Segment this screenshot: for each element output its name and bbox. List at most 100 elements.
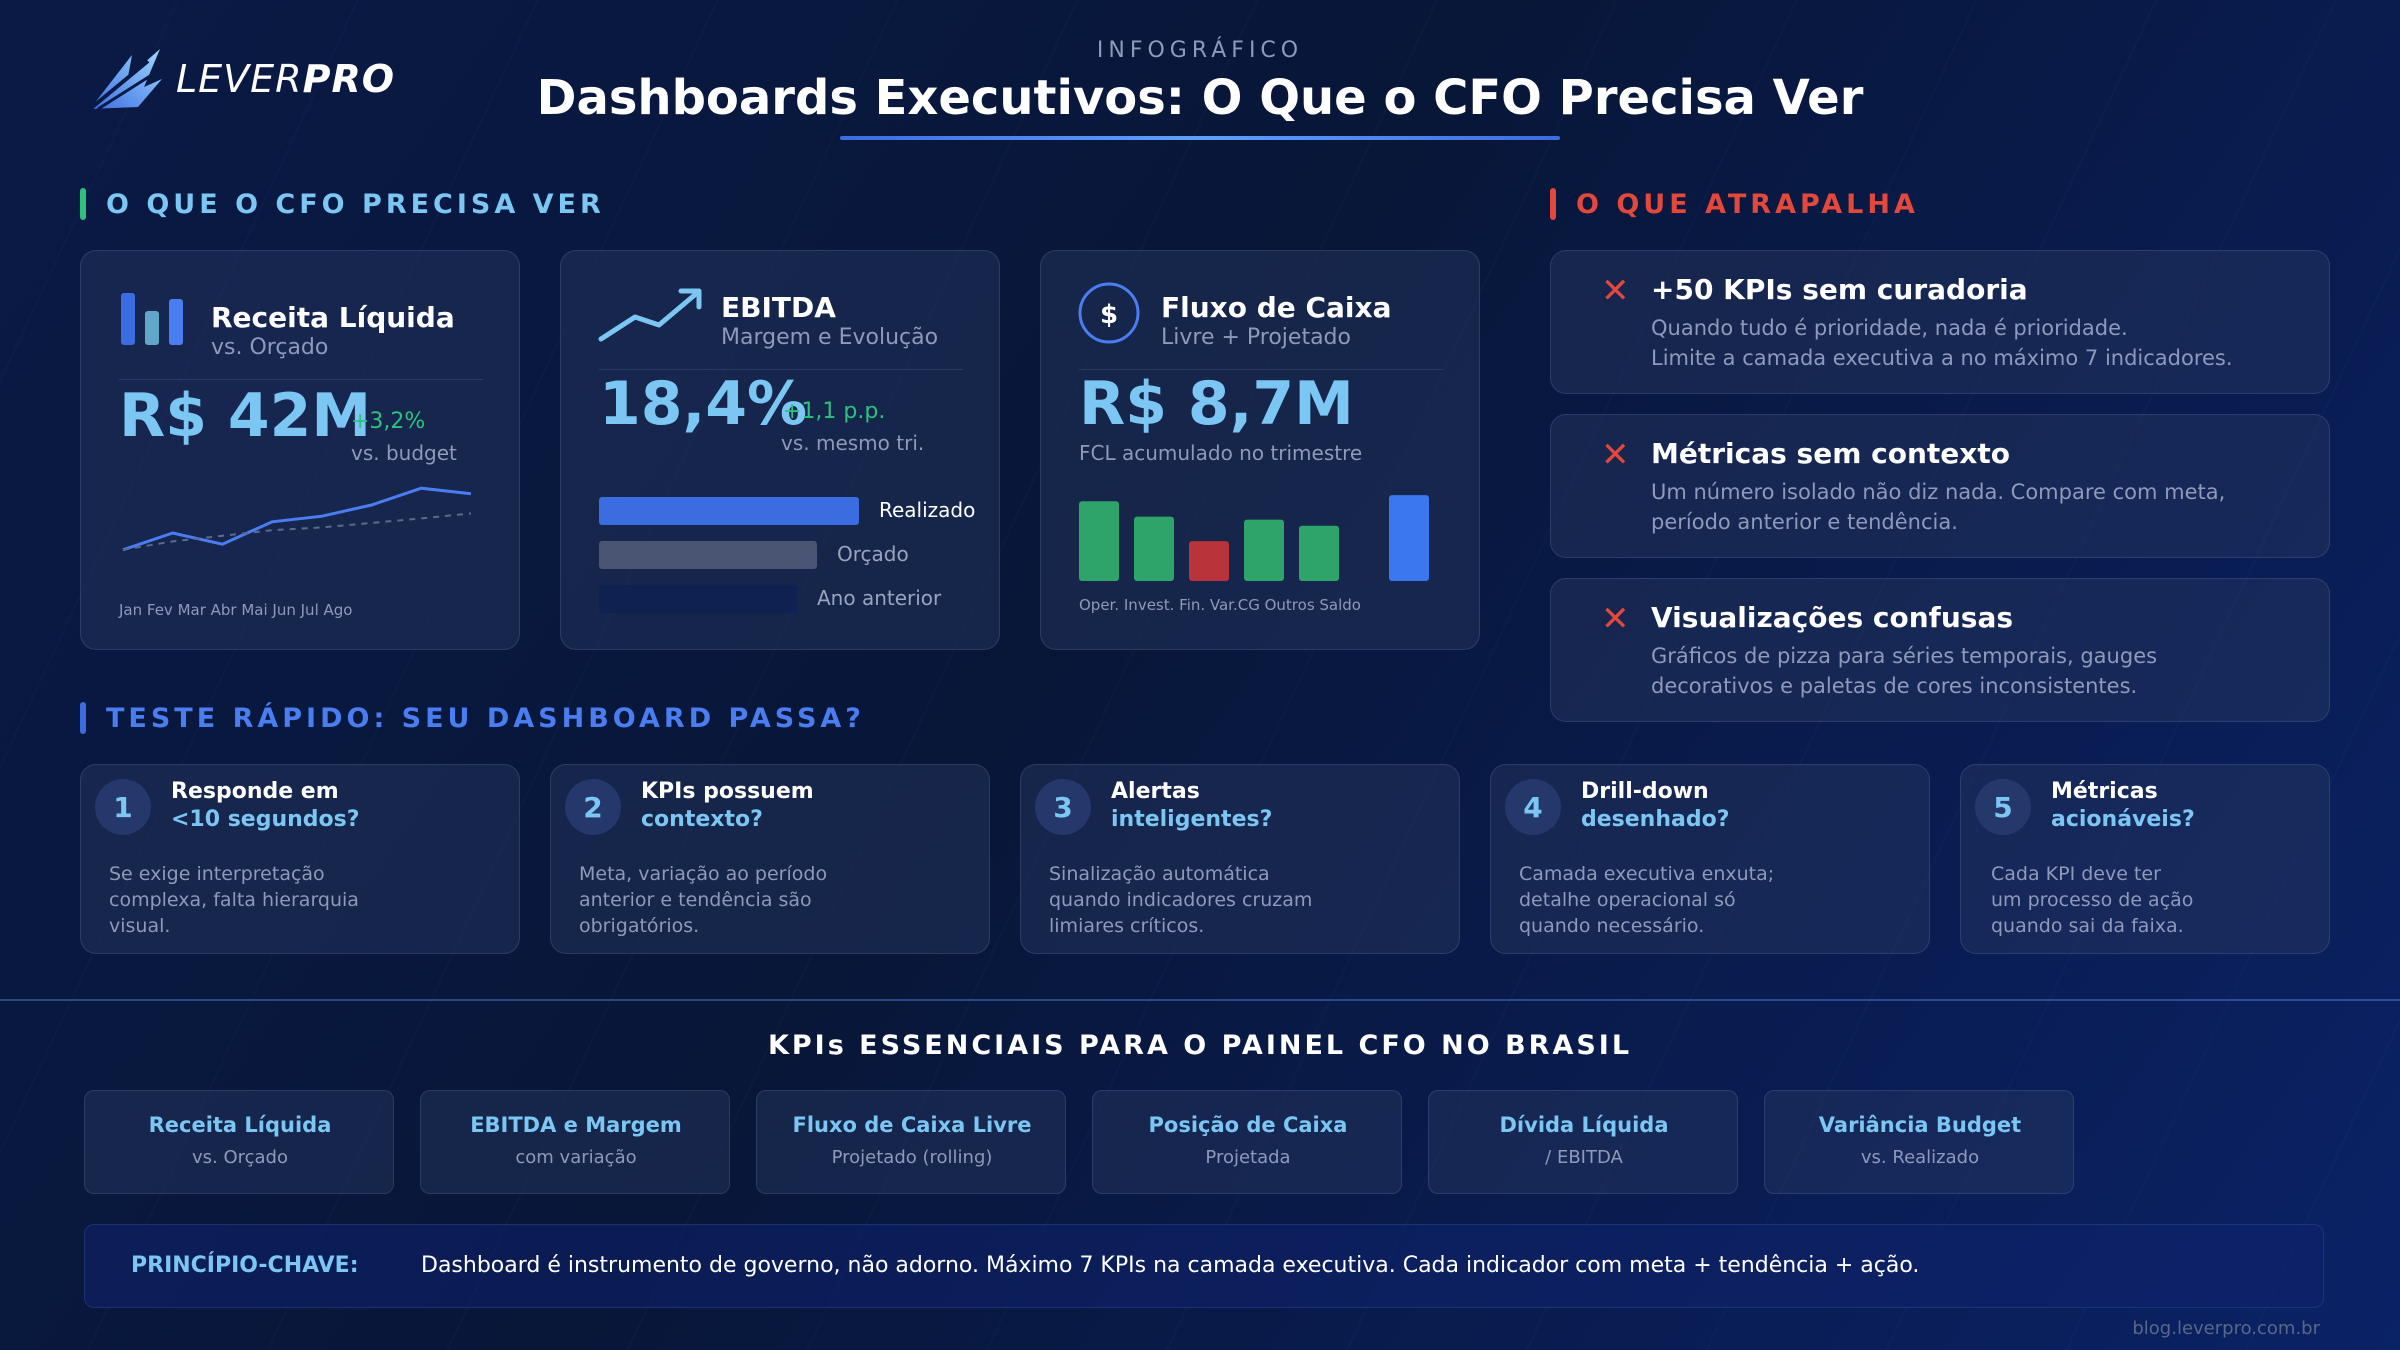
question-desc-line: detalhe operacional só — [1519, 889, 1736, 911]
ebitda-card[interactable]: EBITDA Margem e Evolução 18,4% +1,1 p.p.… — [560, 250, 1000, 650]
ebitda-delta-note: vs. mesmo tri. — [781, 431, 925, 455]
issue-card[interactable]: ✕ Métricas sem contexto Um número isolad… — [1550, 414, 2330, 558]
question-desc-line: quando indicadores cruzam — [1049, 889, 1313, 911]
eyebrow-label: INFOGRÁFICO — [1096, 38, 1304, 63]
issue-desc-line: Gráficos de pizza para séries temporais,… — [1651, 644, 2158, 668]
kpi-title: EBITDA e Margem — [470, 1113, 682, 1137]
section-need-accent — [80, 188, 86, 220]
question-highlight: contexto? — [641, 807, 763, 832]
x-mark-icon: ✕ — [1601, 599, 1630, 639]
question-line: Responde em — [171, 779, 339, 804]
cashflow-card[interactable]: $ Fluxo de Caixa Livre + Projetado R$ 8,… — [1040, 250, 1480, 650]
principle-text: Dashboard é instrumento de governo, não … — [421, 1253, 1920, 1278]
cashflow-title: Fluxo de Caixa — [1161, 291, 1392, 324]
quick-test-card[interactable]: 1 Responde em <10 segundos? Se exige interp… — [80, 764, 520, 954]
question-highlight: acionáveis? — [2051, 807, 2195, 832]
kpi-card[interactable]: Receita Líquida vs. Orçado — [84, 1090, 394, 1194]
kpi-card[interactable]: Posição de Caixa Projetada — [1092, 1090, 1402, 1194]
kpis-heading: KPIs ESSENCIAIS PARA O PAINEL CFO NO BRA… — [767, 1030, 1633, 1061]
ebitda-bar — [599, 497, 859, 525]
question-desc-line: Camada executiva enxuta; — [1519, 863, 1775, 885]
quick-test-card[interactable]: 3 Alertas inteligentes? Sinalização automát… — [1020, 764, 1460, 954]
kpi-subtitle: vs. Realizado — [1860, 1147, 1980, 1168]
title-underline — [840, 136, 1560, 140]
ebitda-bar — [599, 541, 817, 569]
kpi-card[interactable]: Dívida Líquida / EBITDA — [1428, 1090, 1738, 1194]
svg-text:$: $ — [1100, 300, 1118, 330]
cashflow-category-axis: Oper. Invest. Fin. Var.CG Outros Saldo — [1079, 596, 1361, 614]
cashflow-bar — [1244, 519, 1284, 581]
kpi-subtitle: com variação — [515, 1147, 637, 1168]
number-badge: 2 — [565, 779, 621, 835]
kpi-title: Receita Líquida — [148, 1113, 332, 1137]
number-badge: 1 — [95, 779, 151, 835]
issue-desc-line: decorativos e paletas de cores inconsist… — [1651, 674, 2138, 698]
kpi-title: Fluxo de Caixa Livre — [792, 1113, 1032, 1137]
issue-desc-line: Quando tudo é prioridade, nada é priorid… — [1651, 316, 2128, 340]
issue-card[interactable]: ✕ +50 KPIs sem curadoria Quando tudo é p… — [1550, 250, 2330, 394]
cashflow-divider — [1079, 369, 1443, 370]
cashflow-bar — [1299, 525, 1339, 581]
ebitda-title: EBITDA — [721, 291, 836, 324]
question-line: Alertas — [1111, 779, 1200, 804]
section-need-label: O QUE O CFO PRECISA VER — [80, 188, 605, 220]
logo-text: LEVERPRO — [176, 57, 396, 101]
kpi-card[interactable]: EBITDA e Margem com variação — [420, 1090, 730, 1194]
question-desc-line: complexa, falta hierarquia — [109, 889, 359, 911]
principle-box: PRINCÍPIO-CHAVE: Dashboard é instrumento… — [84, 1224, 2324, 1308]
kpi-title: Posição de Caixa — [1148, 1113, 1348, 1137]
leverpro-logo[interactable]: LEVERPRO — [88, 44, 395, 114]
ebitda-bar-label: Realizado — [879, 498, 976, 522]
principle-label: PRINCÍPIO-CHAVE: — [131, 1253, 359, 1278]
section-test-title: TESTE RÁPIDO: SEU DASHBOARD PASSA? — [106, 702, 865, 734]
section-issues-label: O QUE ATRAPALHA — [1550, 188, 1919, 220]
cashflow-bar — [1189, 541, 1229, 581]
quick-test-card[interactable]: 4 Drill-down desenhado? Camada executiva en… — [1490, 764, 1930, 954]
cashflow-subtitle: Livre + Projetado — [1161, 325, 1351, 350]
cashflow-bar — [1389, 495, 1429, 581]
cashflow-bar — [1134, 516, 1174, 581]
bar-chart-icon — [121, 293, 183, 345]
section-issues-accent — [1550, 188, 1556, 220]
section-issues-title: O QUE ATRAPALHA — [1576, 188, 1919, 220]
question-desc-line: visual. — [109, 915, 171, 937]
issue-card[interactable]: ✕ Visualizações confusas Gráficos de piz… — [1550, 578, 2330, 722]
question-desc-line: Sinalização automática — [1049, 863, 1270, 885]
ebitda-divider — [599, 369, 963, 370]
kpi-title: Variância Budget — [1818, 1113, 2022, 1137]
revenue-month-axis: Jan Fev Mar Abr Mai Jun Jul Ago — [119, 601, 353, 619]
issue-title: +50 KPIs sem curadoria — [1651, 273, 2028, 306]
ebitda-bar-label: Ano anterior — [817, 586, 942, 610]
revenue-budget-line — [122, 512, 472, 551]
ebitda-value: 18,4% — [599, 369, 808, 439]
cashflow-bar — [1079, 501, 1119, 581]
number-badge: 5 — [1975, 779, 2031, 835]
kpi-subtitle: / EBITDA — [1545, 1147, 1623, 1168]
kpi-card[interactable]: Fluxo de Caixa Livre Projetado (rolling) — [756, 1090, 1066, 1194]
question-highlight: desenhado? — [1581, 807, 1730, 832]
ebitda-bar-label: Orçado — [837, 542, 909, 566]
cashflow-note: FCL acumulado no trimestre — [1079, 441, 1363, 465]
ebitda-delta: +1,1 p.p. — [783, 399, 886, 424]
footer-url[interactable]: blog.leverpro.com.br — [2132, 1318, 2320, 1339]
number-badge: 3 — [1035, 779, 1091, 835]
revenue-line-chart — [122, 486, 472, 552]
revenue-card[interactable]: Receita Líquida vs. Orçado R$ 42M +3,2% … — [80, 250, 520, 650]
kpi-subtitle: Projetado (rolling) — [831, 1147, 993, 1168]
question-desc-line: Cada KPI deve ter — [1991, 863, 2161, 885]
question-line: Drill-down — [1581, 779, 1709, 804]
quick-test-card[interactable]: 5 Métricas acionáveis? Cada KPI deve ter um … — [1960, 764, 2330, 954]
issue-desc-line: período anterior e tendência. — [1651, 510, 1958, 534]
issue-title: Visualizações confusas — [1651, 601, 2014, 634]
page-title: Dashboards Executivos: O Que o CFO Preci… — [536, 70, 1864, 126]
kpi-card[interactable]: Variância Budget vs. Realizado — [1764, 1090, 2074, 1194]
section-test-label: TESTE RÁPIDO: SEU DASHBOARD PASSA? — [80, 702, 865, 734]
section-divider — [0, 999, 2400, 1001]
ebitda-subtitle: Margem e Evolução — [721, 325, 939, 350]
question-desc-line: limiares críticos. — [1049, 915, 1205, 937]
cashflow-bar-chart — [1079, 495, 1429, 581]
issue-desc-line: Um número isolado não diz nada. Compare … — [1651, 480, 2226, 504]
quick-test-card[interactable]: 2 KPIs possuem contexto? Meta, variação ao … — [550, 764, 990, 954]
number-badge: 4 — [1505, 779, 1561, 835]
revenue-delta-note: vs. budget — [351, 441, 457, 465]
